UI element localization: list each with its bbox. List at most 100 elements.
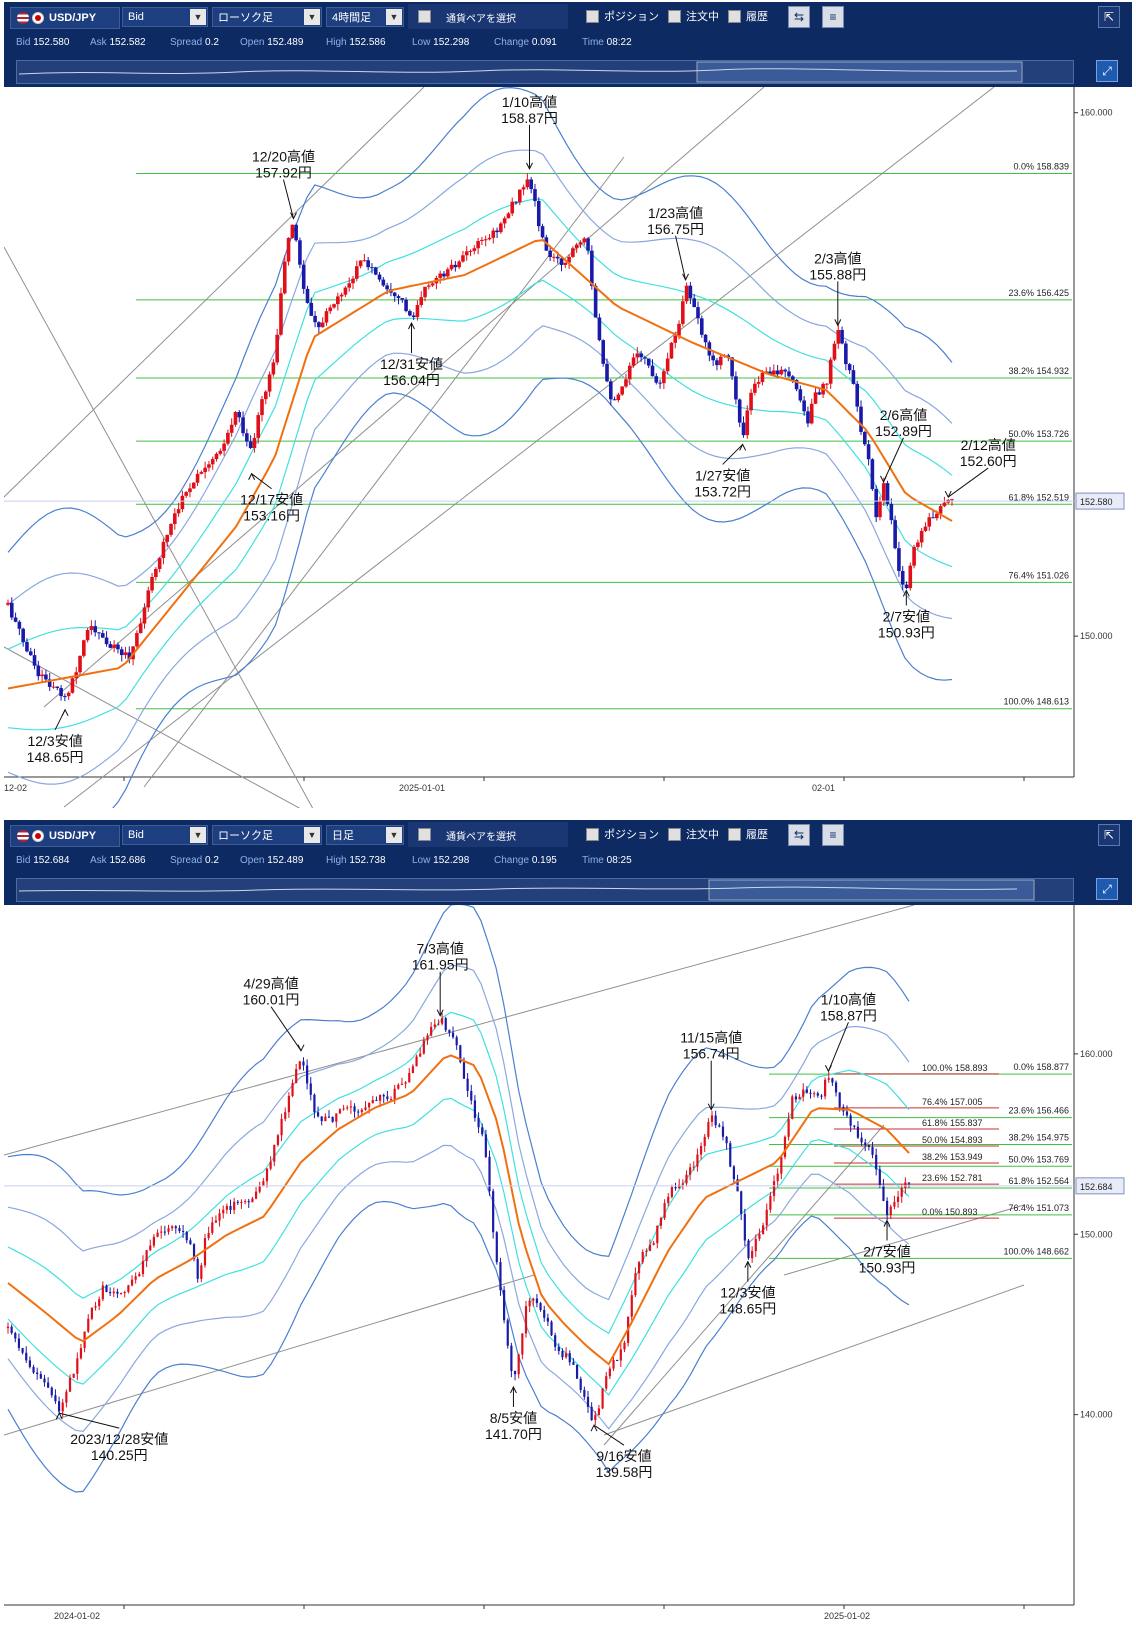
x-tick-label: 2025-01-02 bbox=[824, 1611, 870, 1621]
candle-body bbox=[740, 1191, 743, 1214]
currency-pair-button[interactable]: USD/JPY bbox=[10, 825, 120, 847]
history-checkbox[interactable] bbox=[728, 10, 741, 23]
candle-body bbox=[44, 674, 48, 680]
currency-pair-button[interactable]: USD/JPY bbox=[10, 7, 120, 29]
candle-body bbox=[897, 548, 901, 571]
price-chart-svg[interactable]: 160.000 150.000 140.000 2024-01-02 2025-01-0… bbox=[3, 903, 1132, 1638]
zoom-toggle-icon[interactable]: ⤢ bbox=[1096, 60, 1118, 82]
candle-body bbox=[601, 340, 606, 364]
candlestick bbox=[461, 250, 465, 263]
orders-checkbox[interactable] bbox=[668, 828, 681, 841]
candle-body bbox=[518, 189, 522, 203]
chart-area[interactable]: 160.000 150.000 12-02 2025-01-01 02-01 0.0% 1… bbox=[3, 86, 1132, 850]
position-checkbox[interactable] bbox=[586, 828, 599, 841]
candlestick bbox=[853, 1124, 856, 1130]
candlestick bbox=[453, 261, 458, 272]
candlestick bbox=[434, 275, 439, 290]
annotation-value: 156.04円 bbox=[383, 372, 440, 388]
candle-body bbox=[667, 1196, 670, 1204]
chart-type-select[interactable]: ローソク足 ▼ bbox=[212, 825, 322, 845]
timeframe-select[interactable]: 日足 ▼ bbox=[326, 825, 404, 845]
candle-body bbox=[650, 365, 655, 377]
refresh-icon[interactable]: ⇆ bbox=[788, 824, 810, 846]
candlestick bbox=[867, 1144, 870, 1151]
annotation-value: 152.60円 bbox=[960, 453, 1017, 469]
candle-body bbox=[535, 1298, 539, 1304]
candlestick bbox=[616, 392, 621, 403]
collapse-icon[interactable]: ⇱ bbox=[1098, 6, 1120, 28]
zoom-toggle-icon[interactable]: ⤢ bbox=[1096, 878, 1118, 900]
candle-body bbox=[233, 412, 238, 425]
candle-body bbox=[335, 1113, 338, 1122]
candlestick bbox=[286, 237, 291, 266]
chevron-down-icon: ▼ bbox=[386, 9, 402, 25]
history-checkbox[interactable] bbox=[728, 828, 741, 841]
candlestick bbox=[875, 1148, 878, 1176]
candle-body bbox=[754, 1238, 757, 1252]
candlestick bbox=[301, 260, 306, 294]
candle-body bbox=[167, 1228, 170, 1232]
pair-select-checkbox[interactable] bbox=[418, 10, 431, 23]
candlestick bbox=[251, 1196, 254, 1203]
candlestick bbox=[43, 1374, 46, 1387]
candle-body bbox=[386, 1096, 389, 1100]
inner-fibonacci-label: 100.0% 158.893 bbox=[922, 1063, 988, 1073]
candlestick bbox=[426, 1033, 429, 1045]
orders-checkbox[interactable] bbox=[668, 10, 681, 23]
candlestick bbox=[320, 317, 325, 328]
candlestick bbox=[860, 1132, 863, 1146]
current-price-label: 152.580 bbox=[1080, 497, 1113, 507]
candle-body bbox=[287, 1095, 290, 1113]
price-type-select[interactable]: Bid ▼ bbox=[122, 7, 208, 27]
candle-body bbox=[710, 1115, 714, 1122]
candlestick bbox=[51, 681, 56, 689]
candle-body bbox=[72, 1373, 75, 1378]
chart-navigator[interactable] bbox=[16, 60, 1074, 84]
settings-list-icon[interactable]: ≡ bbox=[822, 6, 844, 28]
candle-body bbox=[444, 1018, 447, 1031]
candlestick bbox=[119, 1292, 123, 1295]
candlestick bbox=[47, 673, 52, 691]
settings-list-icon[interactable]: ≡ bbox=[822, 824, 844, 846]
chart-area[interactable]: 160.000 150.000 140.000 2024-01-02 2025-01-0… bbox=[3, 903, 1132, 1638]
candlestick bbox=[203, 461, 207, 479]
candle-body bbox=[116, 1291, 119, 1294]
timeframe-select[interactable]: 4時間足 ▼ bbox=[326, 7, 404, 27]
candle-body bbox=[919, 530, 924, 543]
candle-body bbox=[119, 649, 124, 656]
candlestick bbox=[590, 245, 594, 290]
candle-body bbox=[935, 513, 939, 519]
refresh-icon[interactable]: ⇆ bbox=[788, 6, 810, 28]
navigator-window[interactable] bbox=[708, 879, 1035, 901]
pair-select-checkbox[interactable] bbox=[418, 828, 431, 841]
candle-body bbox=[813, 1093, 816, 1095]
candle-body bbox=[199, 472, 204, 474]
position-checkbox[interactable] bbox=[586, 10, 599, 23]
candlestick bbox=[855, 380, 860, 412]
candle-body bbox=[142, 607, 147, 624]
chart-type-select[interactable]: ローソク足 ▼ bbox=[212, 7, 322, 27]
candle-body bbox=[32, 655, 37, 666]
candlestick bbox=[57, 1396, 61, 1414]
candlestick bbox=[404, 297, 408, 313]
candle-body bbox=[476, 241, 480, 249]
candlestick bbox=[488, 1150, 491, 1196]
candle-body bbox=[634, 1273, 637, 1296]
candle-body bbox=[109, 1292, 112, 1294]
annotation-arrowhead bbox=[883, 1219, 891, 1227]
candle-body bbox=[451, 1032, 455, 1038]
chart-navigator[interactable] bbox=[16, 878, 1074, 902]
candlestick bbox=[419, 1047, 422, 1058]
candle-body bbox=[856, 1126, 860, 1138]
collapse-icon[interactable]: ⇱ bbox=[1098, 824, 1120, 846]
price-chart-svg[interactable]: 160.000 150.000 12-02 2025-01-01 02-01 0.0% 1… bbox=[3, 86, 1132, 850]
annotation-arrowhead bbox=[248, 472, 256, 480]
candlestick bbox=[229, 418, 234, 437]
candle-body bbox=[351, 278, 355, 284]
candle-body bbox=[59, 687, 63, 697]
candlestick bbox=[415, 1054, 418, 1067]
candlestick bbox=[645, 1248, 648, 1257]
price-type-select[interactable]: Bid ▼ bbox=[122, 825, 208, 845]
orders-label: 注文中 bbox=[686, 11, 719, 23]
navigator-window[interactable] bbox=[696, 61, 1023, 83]
